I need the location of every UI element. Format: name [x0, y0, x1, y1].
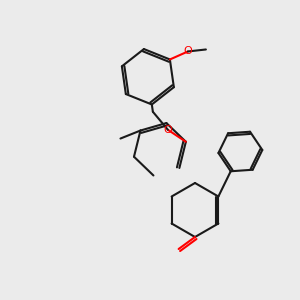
Text: O: O	[164, 125, 172, 135]
Text: O: O	[184, 46, 192, 56]
